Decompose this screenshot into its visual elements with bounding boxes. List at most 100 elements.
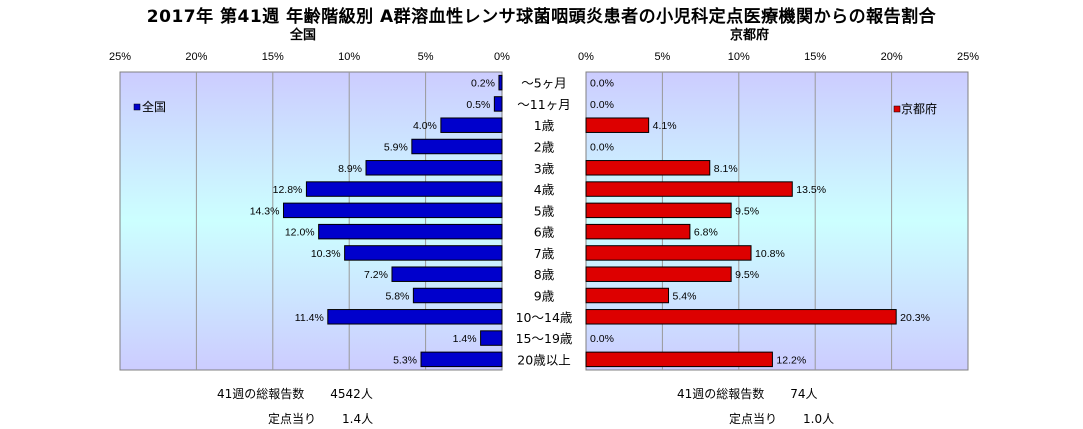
- left-data-label: 0.5%: [466, 99, 490, 111]
- right-bar: [585, 202, 732, 219]
- right-bar: [585, 117, 650, 133]
- left-data-label: 12.8%: [273, 184, 303, 196]
- right-total-value: 74人: [790, 387, 818, 401]
- right-data-label: 5.4%: [673, 291, 697, 303]
- right-plot-area: [585, 71, 969, 371]
- category-label: 5歳: [534, 203, 555, 218]
- left-data-label: 1.4%: [453, 333, 477, 345]
- left-legend-swatch: [133, 103, 141, 111]
- right-data-label: 13.5%: [796, 184, 826, 196]
- category-label: 4歳: [534, 182, 555, 197]
- left-per-sentinel: 定点当り 1.4人: [268, 410, 373, 427]
- category-label: 15～19歳: [516, 331, 573, 346]
- left-per-value: 1.4人: [342, 412, 374, 426]
- category-label: 1歳: [534, 118, 555, 133]
- right-xtick-label: 25%: [957, 51, 979, 63]
- left-bar: [412, 287, 503, 304]
- right-xtick-label: 15%: [804, 51, 826, 63]
- right-data-label: 10.8%: [755, 248, 785, 260]
- left-total-reports: 41週の総報告数 4542人: [217, 385, 373, 402]
- left-xtick-label: 20%: [185, 51, 207, 63]
- category-label: 20歳以上: [517, 352, 570, 367]
- left-data-label: 5.3%: [393, 354, 417, 366]
- right-bar: [585, 223, 691, 240]
- right-data-label: 0.0%: [590, 333, 614, 345]
- right-bar: [585, 181, 793, 197]
- left-bar: [365, 160, 503, 176]
- left-total-label: 41週の総報告数: [217, 387, 305, 401]
- left-xtick-label: 25%: [109, 51, 131, 63]
- category-label: 2歳: [534, 140, 555, 155]
- left-plot-area: [119, 71, 503, 371]
- right-data-label: 0.0%: [590, 99, 614, 111]
- category-label: ～11ヶ月: [517, 97, 570, 112]
- right-bar: [585, 160, 711, 176]
- chart-title: 2017年 第41週 年齢階級別 A群溶血性レンサ球菌咽頭炎患者の小児科定点医療…: [146, 7, 937, 27]
- right-bar: [585, 245, 752, 261]
- left-xtick-label: 5%: [418, 51, 434, 63]
- left-bar: [344, 245, 503, 261]
- left-bar: [282, 202, 503, 219]
- left-bar: [411, 138, 503, 155]
- left-data-label: 5.9%: [384, 142, 408, 154]
- right-bar: [585, 287, 670, 304]
- left-bar: [391, 266, 503, 282]
- left-per-label: 定点当り: [268, 412, 317, 426]
- left-bar: [480, 330, 503, 346]
- right-data-label: 20.3%: [900, 312, 930, 324]
- right-legend-label: 京都府: [901, 101, 937, 116]
- right-panel-title: 京都府: [730, 28, 770, 43]
- left-bar: [498, 74, 503, 91]
- left-xtick-label: 15%: [262, 51, 284, 63]
- right-per-label: 定点当り: [729, 412, 778, 426]
- right-xtick-label: 20%: [881, 51, 903, 63]
- category-label: 7歳: [534, 246, 555, 261]
- right-data-label: 6.8%: [694, 227, 718, 239]
- left-xtick-label: 0%: [494, 51, 510, 63]
- right-data-label: 9.5%: [735, 269, 759, 281]
- category-label: 3歳: [534, 161, 555, 176]
- left-data-label: 5.8%: [385, 291, 409, 303]
- left-data-label: 7.2%: [364, 269, 388, 281]
- left-data-label: 11.4%: [295, 312, 324, 324]
- left-bar: [440, 117, 503, 133]
- left-bar: [327, 309, 503, 325]
- right-data-label: 0.0%: [590, 78, 614, 90]
- right-bar: [585, 351, 773, 368]
- right-bar: [585, 266, 732, 282]
- category-label: 10～14歳: [516, 310, 573, 325]
- category-label: ～5ヶ月: [521, 76, 566, 91]
- left-data-label: 0.2%: [471, 78, 495, 90]
- left-legend-label: 全国: [142, 99, 166, 114]
- right-data-label: 0.0%: [590, 142, 614, 154]
- right-data-label: 4.1%: [653, 120, 677, 132]
- left-data-label: 14.3%: [250, 205, 280, 217]
- right-data-label: 9.5%: [735, 205, 759, 217]
- category-label: 8歳: [534, 267, 555, 282]
- right-total-reports: 41週の総報告数 74人: [677, 385, 818, 402]
- right-xtick-label: 10%: [728, 51, 750, 63]
- category-label: 9歳: [534, 289, 555, 304]
- right-legend-swatch: [893, 105, 901, 113]
- right-xtick-label: 0%: [578, 51, 594, 63]
- left-bar: [420, 351, 503, 368]
- right-data-label: 12.2%: [776, 354, 806, 366]
- left-bar: [305, 181, 503, 197]
- right-bar: [585, 309, 897, 325]
- left-bar: [493, 96, 503, 112]
- left-total-value: 4542人: [330, 387, 373, 401]
- left-bar: [318, 223, 503, 240]
- left-data-label: 8.9%: [338, 163, 362, 175]
- left-panel-title: 全国: [290, 28, 317, 43]
- right-per-value: 1.0人: [803, 412, 835, 426]
- left-data-label: 4.0%: [413, 120, 437, 132]
- right-data-label: 8.1%: [714, 163, 738, 175]
- left-data-label: 10.3%: [311, 248, 341, 260]
- left-xtick-label: 10%: [338, 51, 360, 63]
- right-xtick-label: 5%: [654, 51, 670, 63]
- category-label: 6歳: [534, 225, 555, 240]
- right-total-label: 41週の総報告数: [677, 387, 765, 401]
- left-data-label: 12.0%: [285, 227, 315, 239]
- right-per-sentinel: 定点当り 1.0人: [729, 410, 834, 427]
